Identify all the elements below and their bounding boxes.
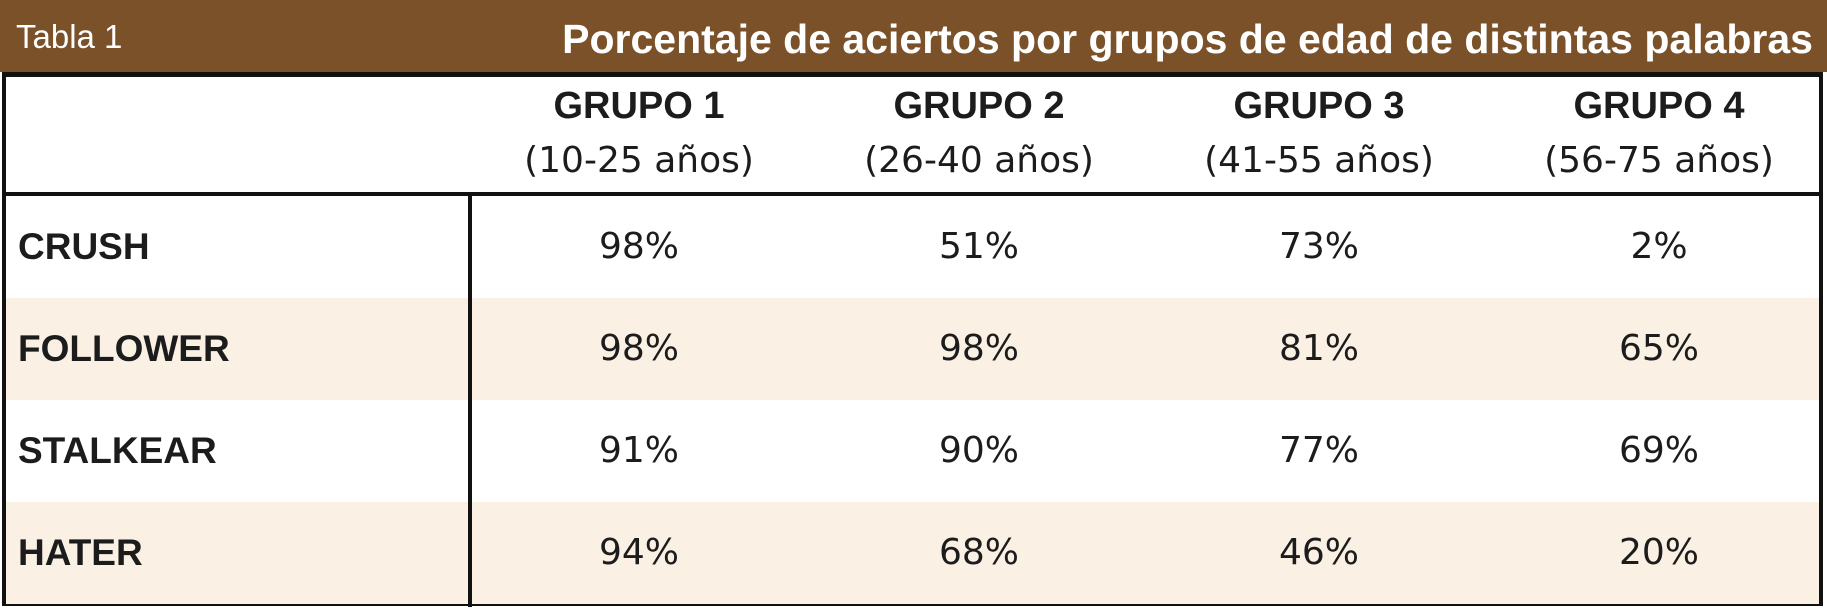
row-label-divider (468, 196, 472, 607)
table-cell: 91% (598, 430, 679, 471)
table-number-label: Tabla 1 (16, 18, 123, 55)
table-cell: 73% (1278, 226, 1359, 267)
table-cell: 65% (1618, 328, 1699, 369)
table-cell: 20% (1618, 532, 1699, 573)
column-header-grupo-1: GRUPO 1 (10-25 años) (469, 77, 809, 181)
column-group-label: GRUPO 2 (893, 85, 1065, 127)
table-cell: 77% (1278, 430, 1359, 471)
table-cell: 69% (1618, 430, 1699, 471)
column-age-range: (56-75 años) (1544, 140, 1774, 181)
table-cell: 94% (598, 532, 679, 573)
column-group-label: GRUPO 3 (1233, 85, 1405, 127)
table-cell: 98% (598, 226, 679, 267)
table-cell: 90% (938, 430, 1019, 471)
table-title-bar: Tabla 1 Porcentaje de aciertos por grupo… (0, 0, 1827, 72)
column-group-label: GRUPO 4 (1573, 85, 1745, 127)
table-cell: 51% (938, 226, 1019, 267)
row-label: FOLLOWER (18, 328, 230, 369)
data-table: GRUPO 1 (10-25 años) GRUPO 2 (26-40 años… (2, 72, 1823, 607)
row-label: STALKEAR (18, 430, 217, 471)
table-row-follower: FOLLOWER 98% 98% 81% 65% (6, 298, 1819, 400)
column-group-label: GRUPO 1 (553, 85, 725, 127)
column-age-range: (41-55 años) (1204, 140, 1434, 181)
table-cell: 98% (598, 328, 679, 369)
column-age-range: (26-40 años) (864, 140, 1094, 181)
column-header-grupo-3: GRUPO 3 (41-55 años) (1149, 77, 1489, 181)
table-cell: 2% (1630, 226, 1688, 267)
table-title: Porcentaje de aciertos por grupos de eda… (562, 16, 1813, 62)
table-cell: 98% (938, 328, 1019, 369)
table-cell: 46% (1278, 532, 1359, 573)
column-age-range: (10-25 años) (524, 140, 754, 181)
row-label: HATER (18, 532, 143, 573)
table-cell: 68% (938, 532, 1019, 573)
table-row-hater: HATER 94% 68% 46% 20% (6, 502, 1819, 604)
column-header-grupo-2: GRUPO 2 (26-40 años) (809, 77, 1149, 181)
column-header-grupo-4: GRUPO 4 (56-75 años) (1489, 77, 1827, 181)
table-row-crush: CRUSH 98% 51% 73% 2% (6, 196, 1819, 298)
table-row-stalkear: STALKEAR 91% 90% 77% 69% (6, 400, 1819, 502)
table-header-row: GRUPO 1 (10-25 años) GRUPO 2 (26-40 años… (6, 77, 1819, 196)
table-cell: 81% (1278, 328, 1359, 369)
row-label: CRUSH (18, 226, 150, 267)
